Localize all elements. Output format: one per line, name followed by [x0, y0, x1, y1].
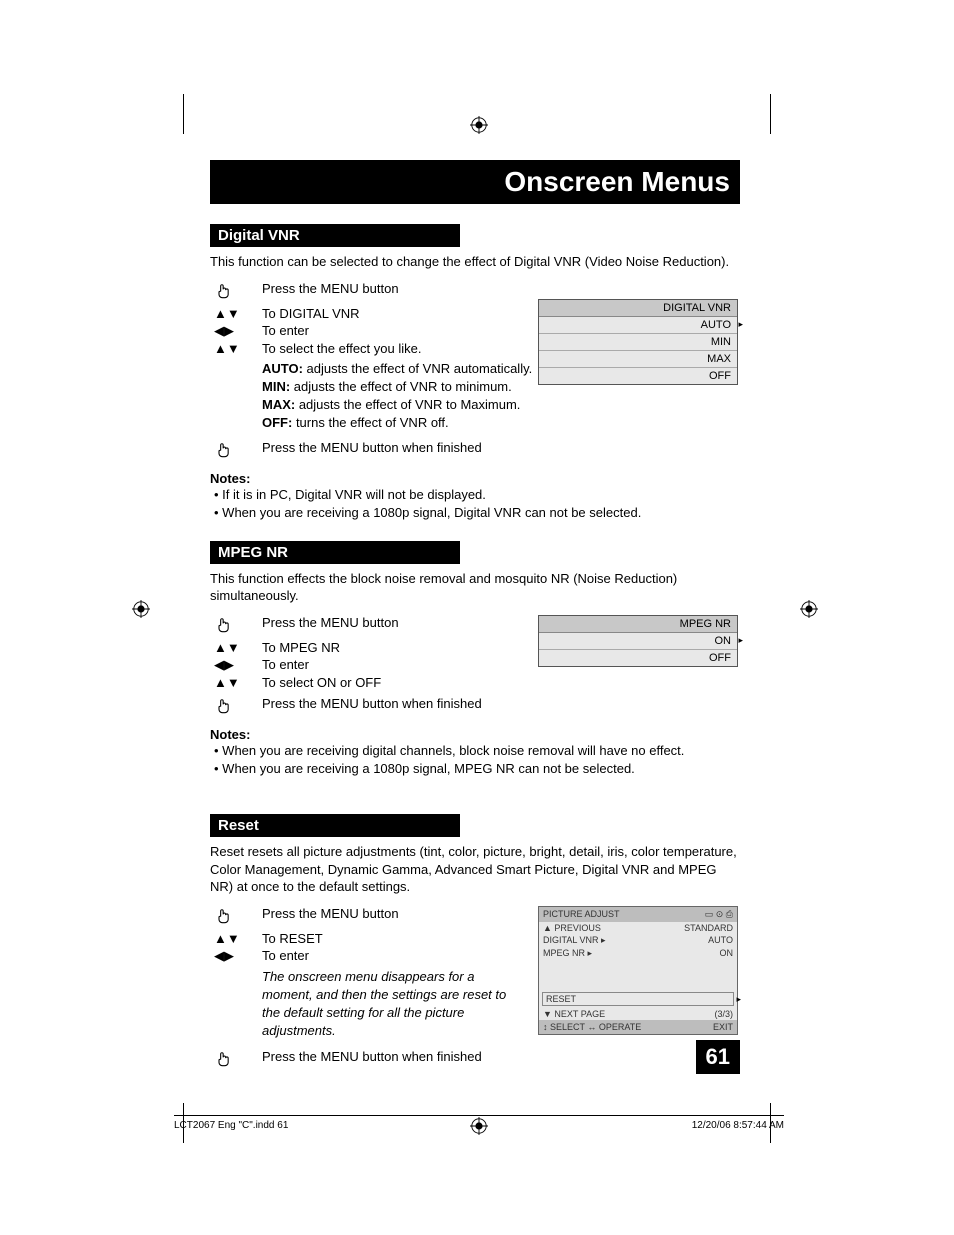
reset-intro: Reset resets all picture adjustments (ti… [210, 843, 740, 896]
step: Press the MENU button when finished [210, 1049, 740, 1072]
menu-header: MPEG NR [539, 616, 737, 633]
note-item: When you are receiving digital channels,… [214, 742, 740, 760]
menu-option: OFF [539, 650, 737, 666]
footer: LCT2067 Eng "C".indd 61 12/20/06 8:57:44… [174, 1115, 784, 1131]
step: ▲▼To select ON or OFF [210, 675, 740, 690]
step-text: Press the MENU button when finished [262, 1049, 740, 1064]
leftright-icon: ◀▶ [210, 657, 262, 673]
note-item: If it is in PC, Digital VNR will not be … [214, 486, 740, 504]
menu-header: DIGITAL VNR [539, 300, 737, 317]
note-item: When you are receiving a 1080p signal, M… [214, 760, 740, 778]
menu-option: OFF [539, 368, 737, 384]
reset-osd: PICTURE ADJUST▭ ⊙ ⎙ ▲ PREVIOUSSTANDARD D… [538, 906, 738, 1035]
note-item: When you are receiving a 1080p signal, D… [214, 504, 740, 522]
step-text: Press the MENU button when finished [262, 440, 740, 455]
mpeg-menu-table: MPEG NR ON▸ OFF [538, 615, 738, 667]
osd-footer: ↕ SELECT ↔ OPERATEEXIT [539, 1020, 737, 1034]
page-number: 61 [696, 1040, 740, 1074]
hand-icon [210, 615, 262, 638]
hand-icon [210, 1049, 262, 1072]
hand-icon [210, 281, 262, 304]
menu-option: MIN [539, 334, 737, 351]
marker-icon: ▸ [738, 319, 743, 330]
marker-icon: ▸ [736, 994, 741, 1005]
updown-icon: ▲▼ [210, 931, 262, 946]
footer-left: LCT2067 Eng "C".indd 61 [174, 1120, 288, 1131]
osd-reset-row: RESET▸ [542, 992, 734, 1006]
step: Press the MENU button when finished [210, 440, 740, 463]
page-title: Onscreen Menus [210, 160, 740, 204]
vnr-intro: This function can be selected to change … [210, 253, 740, 271]
updown-icon: ▲▼ [210, 640, 262, 655]
menu-option: MAX [539, 351, 737, 368]
page-content: Onscreen Menus Digital VNR This function… [210, 160, 740, 1074]
section-heading-reset: Reset [210, 814, 460, 837]
hand-icon [210, 440, 262, 463]
reset-note-italic: The onscreen menu disappears for a momen… [262, 968, 522, 1041]
osd-row: MPEG NR ▸ON [539, 947, 737, 960]
marker-icon: ▸ [738, 635, 743, 646]
step: Press the MENU button when finished [210, 696, 740, 719]
section-heading-mpeg: MPEG NR [210, 541, 460, 564]
osd-title: PICTURE ADJUST▭ ⊙ ⎙ [539, 907, 737, 922]
section-heading-vnr: Digital VNR [210, 224, 460, 247]
menu-option: ON▸ [539, 633, 737, 650]
osd-row: DIGITAL VNR ▸AUTO [539, 934, 737, 947]
hand-icon [210, 906, 262, 929]
hand-icon [210, 696, 262, 719]
vnr-menu-table: DIGITAL VNR AUTO▸ MIN MAX OFF [538, 299, 738, 385]
step-text: To select ON or OFF [262, 675, 740, 690]
step-text: Press the MENU button when finished [262, 696, 740, 711]
notes-heading: Notes: [210, 727, 740, 742]
osd-row: ▼ NEXT PAGE(3/3) [539, 1008, 737, 1020]
notes-list: If it is in PC, Digital VNR will not be … [214, 486, 740, 522]
leftright-icon: ◀▶ [210, 323, 262, 339]
leftright-icon: ◀▶ [210, 948, 262, 964]
osd-row: ▲ PREVIOUSSTANDARD [539, 922, 737, 934]
footer-right: 12/20/06 8:57:44 AM [692, 1120, 784, 1131]
menu-option: AUTO▸ [539, 317, 737, 334]
updown-icon: ▲▼ [210, 675, 262, 690]
updown-icon: ▲▼ [210, 341, 262, 356]
notes-list: When you are receiving digital channels,… [214, 742, 740, 778]
osd-icons: ▭ ⊙ ⎙ [705, 909, 733, 920]
updown-icon: ▲▼ [210, 306, 262, 321]
step-text: Press the MENU button [262, 281, 740, 296]
mpeg-intro: This function effects the block noise re… [210, 570, 740, 605]
notes-heading: Notes: [210, 471, 740, 486]
